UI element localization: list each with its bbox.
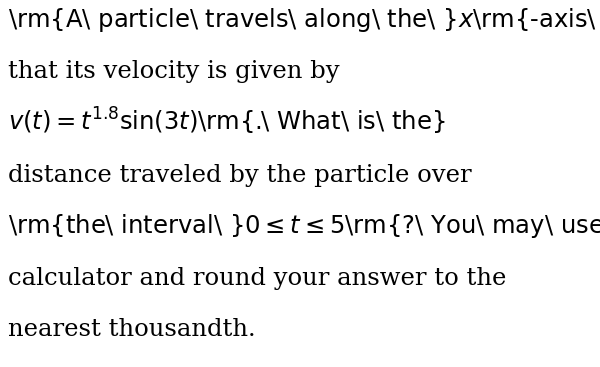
Text: calculator and round your answer to the: calculator and round your answer to the [8,267,506,290]
Text: $v(t) = t^{1.8}\sin(3t)$\rm{.\ What\ is\ the}: $v(t) = t^{1.8}\sin(3t)$\rm{.\ What\ is\… [8,106,445,138]
Text: nearest thousandth.: nearest thousandth. [8,318,256,341]
Text: \rm{A\ particle\ travels\ along\ the\ }$x$\rm{-axis\ such}: \rm{A\ particle\ travels\ along\ the\ }$… [8,6,600,34]
Text: distance traveled by the particle over: distance traveled by the particle over [8,164,472,187]
Text: that its velocity is given by: that its velocity is given by [8,60,340,83]
Text: \rm{the\ interval\ }$0 \leq t \leq 5$\rm{?\ You\ may\ use\ a}: \rm{the\ interval\ }$0 \leq t \leq 5$\rm… [8,212,600,240]
